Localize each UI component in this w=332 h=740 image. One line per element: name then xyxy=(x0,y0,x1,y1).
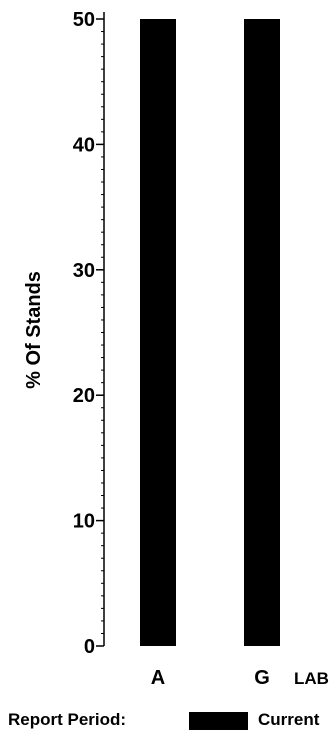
x-category-label: A xyxy=(151,667,165,689)
legend-swatch xyxy=(189,712,248,730)
y-axis: 0 10 20 30 40 50 xyxy=(73,9,105,658)
legend-label: Current xyxy=(258,710,320,729)
x-category-label: G xyxy=(254,667,270,689)
bar-g xyxy=(244,19,280,646)
legend: Report Period: Current xyxy=(8,710,320,730)
y-tick-label: 10 xyxy=(73,511,95,533)
y-tick-labels: 0 10 20 30 40 50 xyxy=(73,9,95,658)
bar-a xyxy=(140,19,176,646)
y-tick-label: 20 xyxy=(73,385,95,407)
y-tick-label: 40 xyxy=(73,134,95,156)
y-tick-label: 30 xyxy=(73,260,95,282)
y-ticks xyxy=(96,18,104,647)
y-axis-title: % Of Stands xyxy=(23,271,45,389)
x-axis-title: LAB xyxy=(294,669,329,688)
y-tick-label: 0 xyxy=(84,636,95,658)
bars xyxy=(140,19,280,646)
y-tick-label: 50 xyxy=(73,9,95,31)
legend-title: Report Period: xyxy=(8,710,126,729)
